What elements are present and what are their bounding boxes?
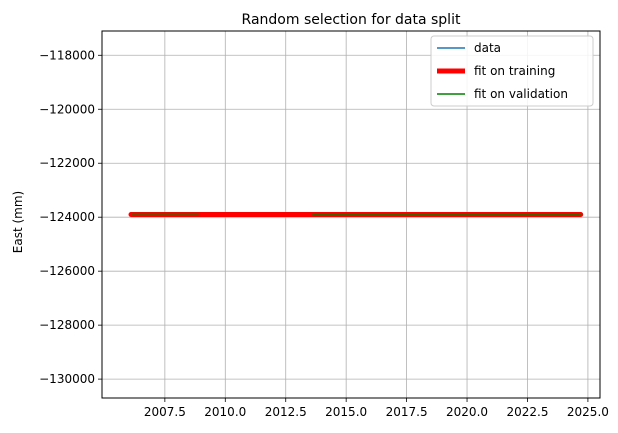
x-tick-label: 2007.5: [144, 405, 186, 419]
y-tick-label: −120000: [39, 102, 95, 116]
x-tick-label: 2015.0: [325, 405, 367, 419]
y-tick-label: −124000: [39, 210, 95, 224]
x-tick-label: 2012.5: [265, 405, 307, 419]
y-tick-label: −118000: [39, 48, 95, 62]
y-tick-label: −128000: [39, 318, 95, 332]
plot-series: [128, 212, 584, 217]
legend: data fit on training fit on validation: [430, 35, 594, 107]
chart-title: Random selection for data split: [242, 12, 461, 28]
y-tick-label: −126000: [39, 264, 95, 278]
legend-label: fit on training: [474, 64, 555, 78]
legend-label: data: [474, 41, 501, 55]
y-tick-label: −130000: [39, 372, 95, 386]
x-tick-label: 2020.0: [446, 405, 488, 419]
legend-box: [430, 35, 594, 107]
x-axis-ticks: 2007.5 2010.0 2012.5 2015.0 2017.5 2020.0 2022…: [144, 398, 609, 419]
x-tick-label: 2010.0: [204, 405, 246, 419]
legend-label: fit on validation: [474, 87, 568, 101]
y-axis-label: East (mm): [11, 191, 25, 253]
plot-area-frame: [101, 30, 601, 399]
x-tick-label: 2025.0: [567, 405, 609, 419]
y-tick-label: −122000: [39, 156, 95, 170]
x-tick-label: 2017.5: [386, 405, 428, 419]
y-axis-ticks: −118000 −120000 −122000 −124000 −126000 −1280…: [39, 48, 102, 386]
x-tick-label: 2022.5: [506, 405, 548, 419]
